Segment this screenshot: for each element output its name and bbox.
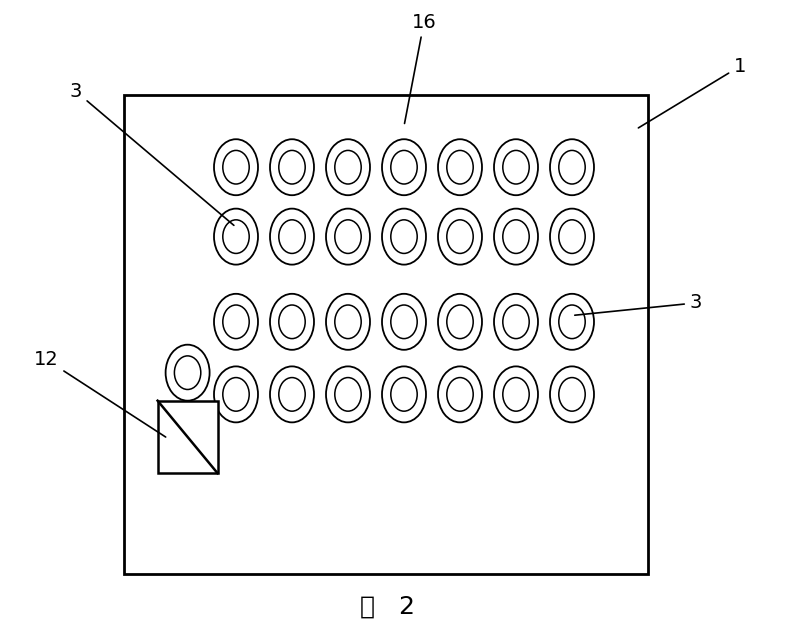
Ellipse shape (494, 209, 538, 264)
Ellipse shape (214, 294, 258, 350)
Ellipse shape (326, 367, 370, 422)
Ellipse shape (391, 150, 418, 184)
Ellipse shape (326, 139, 370, 195)
Ellipse shape (270, 209, 314, 264)
Ellipse shape (550, 209, 594, 264)
Ellipse shape (382, 367, 426, 422)
Ellipse shape (503, 305, 530, 339)
Ellipse shape (382, 139, 426, 195)
Ellipse shape (494, 139, 538, 195)
Ellipse shape (550, 139, 594, 195)
Ellipse shape (503, 377, 530, 411)
Ellipse shape (382, 209, 426, 264)
Ellipse shape (558, 305, 586, 339)
Ellipse shape (494, 367, 538, 422)
Ellipse shape (382, 294, 426, 350)
Ellipse shape (222, 377, 250, 411)
Ellipse shape (279, 305, 306, 339)
Text: 16: 16 (405, 13, 436, 124)
Ellipse shape (550, 367, 594, 422)
Ellipse shape (503, 150, 530, 184)
Text: 3: 3 (70, 82, 234, 225)
Ellipse shape (270, 367, 314, 422)
Ellipse shape (222, 150, 250, 184)
Ellipse shape (270, 294, 314, 350)
Ellipse shape (446, 305, 473, 339)
Ellipse shape (503, 220, 530, 254)
Ellipse shape (438, 209, 482, 264)
Bar (124, 95, 648, 574)
Ellipse shape (335, 150, 362, 184)
Ellipse shape (166, 345, 210, 401)
Ellipse shape (391, 305, 418, 339)
Ellipse shape (279, 220, 306, 254)
Ellipse shape (222, 305, 250, 339)
Ellipse shape (326, 209, 370, 264)
Ellipse shape (550, 294, 594, 350)
Ellipse shape (270, 139, 314, 195)
Ellipse shape (174, 356, 201, 389)
Ellipse shape (335, 377, 362, 411)
Text: 图   2: 图 2 (361, 595, 415, 619)
Ellipse shape (558, 150, 586, 184)
Ellipse shape (446, 377, 473, 411)
Ellipse shape (279, 150, 306, 184)
Ellipse shape (391, 377, 418, 411)
Ellipse shape (391, 220, 418, 254)
Ellipse shape (446, 220, 473, 254)
Text: 3: 3 (574, 293, 702, 316)
Ellipse shape (335, 305, 362, 339)
Ellipse shape (214, 139, 258, 195)
Ellipse shape (446, 150, 473, 184)
Ellipse shape (326, 294, 370, 350)
Ellipse shape (438, 367, 482, 422)
Ellipse shape (558, 377, 586, 411)
Text: 1: 1 (638, 57, 746, 128)
Ellipse shape (494, 294, 538, 350)
Ellipse shape (214, 209, 258, 264)
Ellipse shape (279, 377, 306, 411)
Bar (158, 401, 218, 473)
Ellipse shape (222, 220, 250, 254)
Ellipse shape (335, 220, 362, 254)
Ellipse shape (438, 294, 482, 350)
Text: 12: 12 (34, 350, 166, 437)
Ellipse shape (438, 139, 482, 195)
Ellipse shape (558, 220, 586, 254)
Ellipse shape (214, 367, 258, 422)
